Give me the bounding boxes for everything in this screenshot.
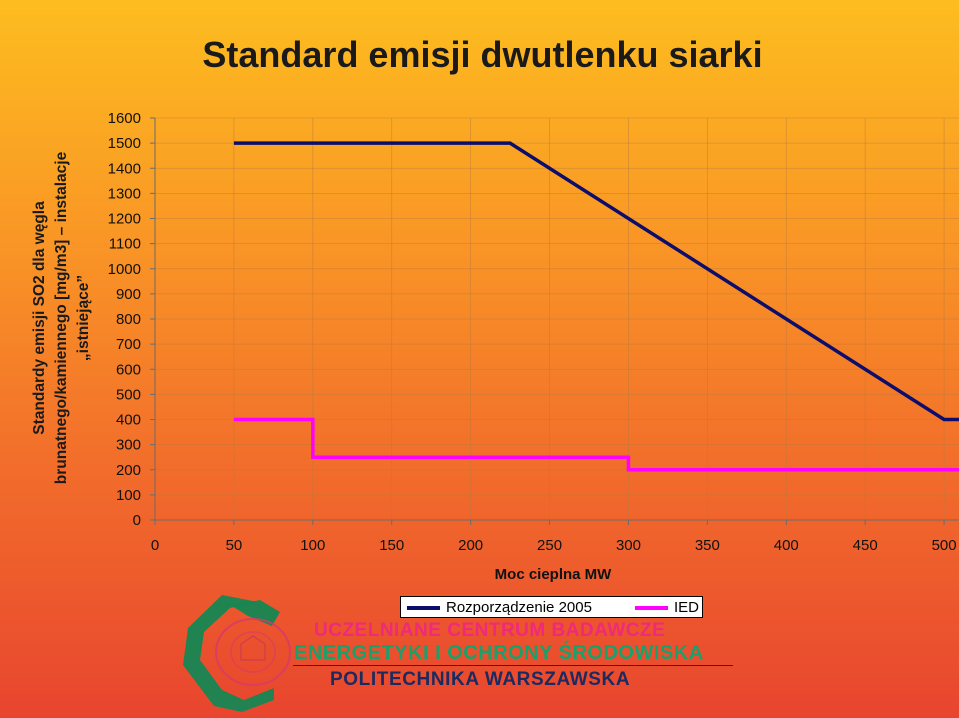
y-tick-label: 0: [133, 512, 141, 529]
university-logo-icon: [183, 595, 291, 712]
series-line-1: [233, 141, 959, 422]
x-tick-label: 350: [695, 537, 720, 554]
footer-institution-line1: UCZELNIANE CENTRUM BADAWCZE: [314, 620, 666, 641]
y-tick-label: 1400: [108, 160, 141, 177]
y-tick-label: 200: [116, 462, 141, 479]
x-tick-label: 450: [853, 537, 878, 554]
x-tick-label: 300: [616, 537, 641, 554]
footer-institution-line2: ENERGETYKI I OCHRONY ŚRODOWISKA: [294, 642, 704, 664]
chart-legend: Rozporządzenie 2005 IED: [400, 596, 703, 618]
y-tick-label: 100: [116, 487, 141, 504]
y-tick-label: 1500: [108, 135, 141, 152]
footer-divider: [293, 665, 733, 666]
x-tick-label: 50: [226, 537, 243, 554]
legend-label-series-1: Rozporządzenie 2005: [446, 599, 592, 616]
x-tick-label: 200: [458, 537, 483, 554]
legend-label-series-2: IED: [674, 599, 700, 616]
x-tick-label: 400: [774, 537, 799, 554]
x-axis-label: Moc cieplna MW: [495, 566, 613, 583]
y-tick-label: 900: [116, 286, 141, 303]
y-tick-label: 1100: [109, 236, 141, 253]
x-tick-label: 150: [379, 537, 404, 554]
x-tick-label: 0: [151, 537, 159, 554]
legend-item-series-1: Rozporządzenie 2005: [407, 599, 592, 616]
y-tick-label: 500: [116, 386, 141, 403]
y-tick-label: 800: [116, 311, 141, 328]
y-tick-label: 300: [116, 437, 141, 454]
y-tick-label: 400: [116, 412, 141, 429]
chart-title: Standard emisji dwutlenku siarki: [202, 34, 763, 75]
y-tick-label: 1200: [108, 211, 141, 228]
footer-university-name: POLITECHNIKA WARSZAWSKA: [330, 669, 631, 690]
x-tick-label: 500: [932, 537, 957, 554]
y-tick-label: 1300: [108, 185, 141, 202]
y-tick-label: 600: [116, 361, 141, 378]
y-tick-label: 1600: [108, 110, 141, 127]
y-tick-label: 700: [116, 336, 141, 353]
legend-item-series-2: IED: [635, 599, 699, 616]
legend-swatch-series-1: [407, 605, 440, 610]
y-tick-label: 1000: [108, 261, 141, 278]
series-line-2: [233, 417, 959, 472]
x-tick-label: 250: [537, 537, 562, 554]
x-tick-label: 100: [300, 537, 325, 554]
legend-swatch-series-2: [635, 605, 668, 610]
